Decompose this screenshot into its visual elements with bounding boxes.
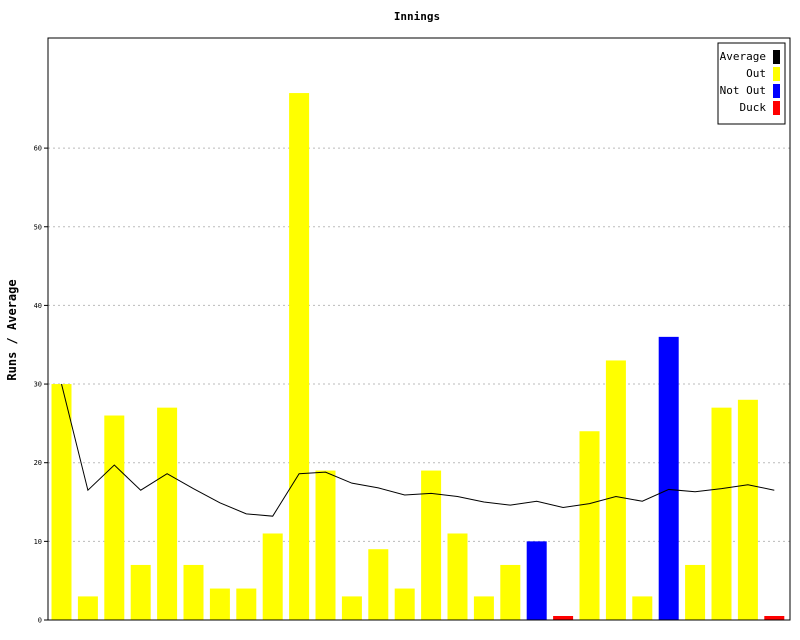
bar-not-out [658, 336, 679, 620]
legend-label: Out [746, 67, 766, 80]
bar-out [104, 415, 125, 620]
bar-out [737, 399, 758, 620]
bar-out [289, 93, 310, 620]
legend-swatch [773, 84, 780, 98]
bar-out [421, 470, 442, 620]
legend-swatch [773, 67, 780, 81]
gridlines [48, 147, 790, 542]
average-line [61, 383, 775, 517]
y-tick-label: 10 [34, 538, 42, 546]
bar-out [209, 588, 230, 620]
y-axis-ticks: 0 10 20 30 40 50 60 [34, 145, 48, 625]
bar-out [605, 360, 626, 620]
bar-out [157, 407, 178, 620]
bar-out [473, 596, 494, 620]
y-axis-label: Runs / Average [5, 279, 19, 380]
y-tick-label: 60 [34, 145, 42, 153]
average-line-group [61, 383, 775, 517]
legend: Average Out Not Out Duck [717, 42, 786, 125]
legend-swatch [773, 50, 780, 64]
bar-out [77, 596, 98, 620]
bar-out [262, 533, 283, 620]
bar-out [236, 588, 257, 620]
bar-out [632, 596, 653, 620]
bar-out [500, 564, 521, 620]
bar-out [579, 431, 600, 620]
bar-duck [764, 616, 785, 620]
bar-out [685, 564, 706, 620]
bar-out [368, 549, 389, 620]
legend-swatch [773, 101, 780, 115]
y-tick-label: 20 [34, 459, 42, 467]
y-tick-label: 50 [34, 223, 42, 231]
bar-out [341, 596, 362, 620]
bar-out [711, 407, 732, 620]
bar-out [130, 564, 151, 620]
legend-label: Duck [740, 101, 767, 114]
legend-label: Not Out [720, 84, 766, 97]
bar-out [51, 384, 72, 620]
bar-duck [553, 616, 574, 620]
bars [51, 93, 785, 620]
y-tick-label: 30 [34, 381, 42, 389]
y-tick-label: 0 [38, 617, 42, 625]
bar-out [447, 533, 468, 620]
legend-label: Average [720, 50, 766, 63]
y-tick-label: 40 [34, 302, 42, 310]
bar-out [183, 564, 204, 620]
chart-title: Innings [394, 10, 440, 23]
bar-out [394, 588, 415, 620]
plot-area-frame [47, 37, 791, 621]
bar-not-out [526, 541, 547, 620]
bar-out [315, 470, 336, 620]
